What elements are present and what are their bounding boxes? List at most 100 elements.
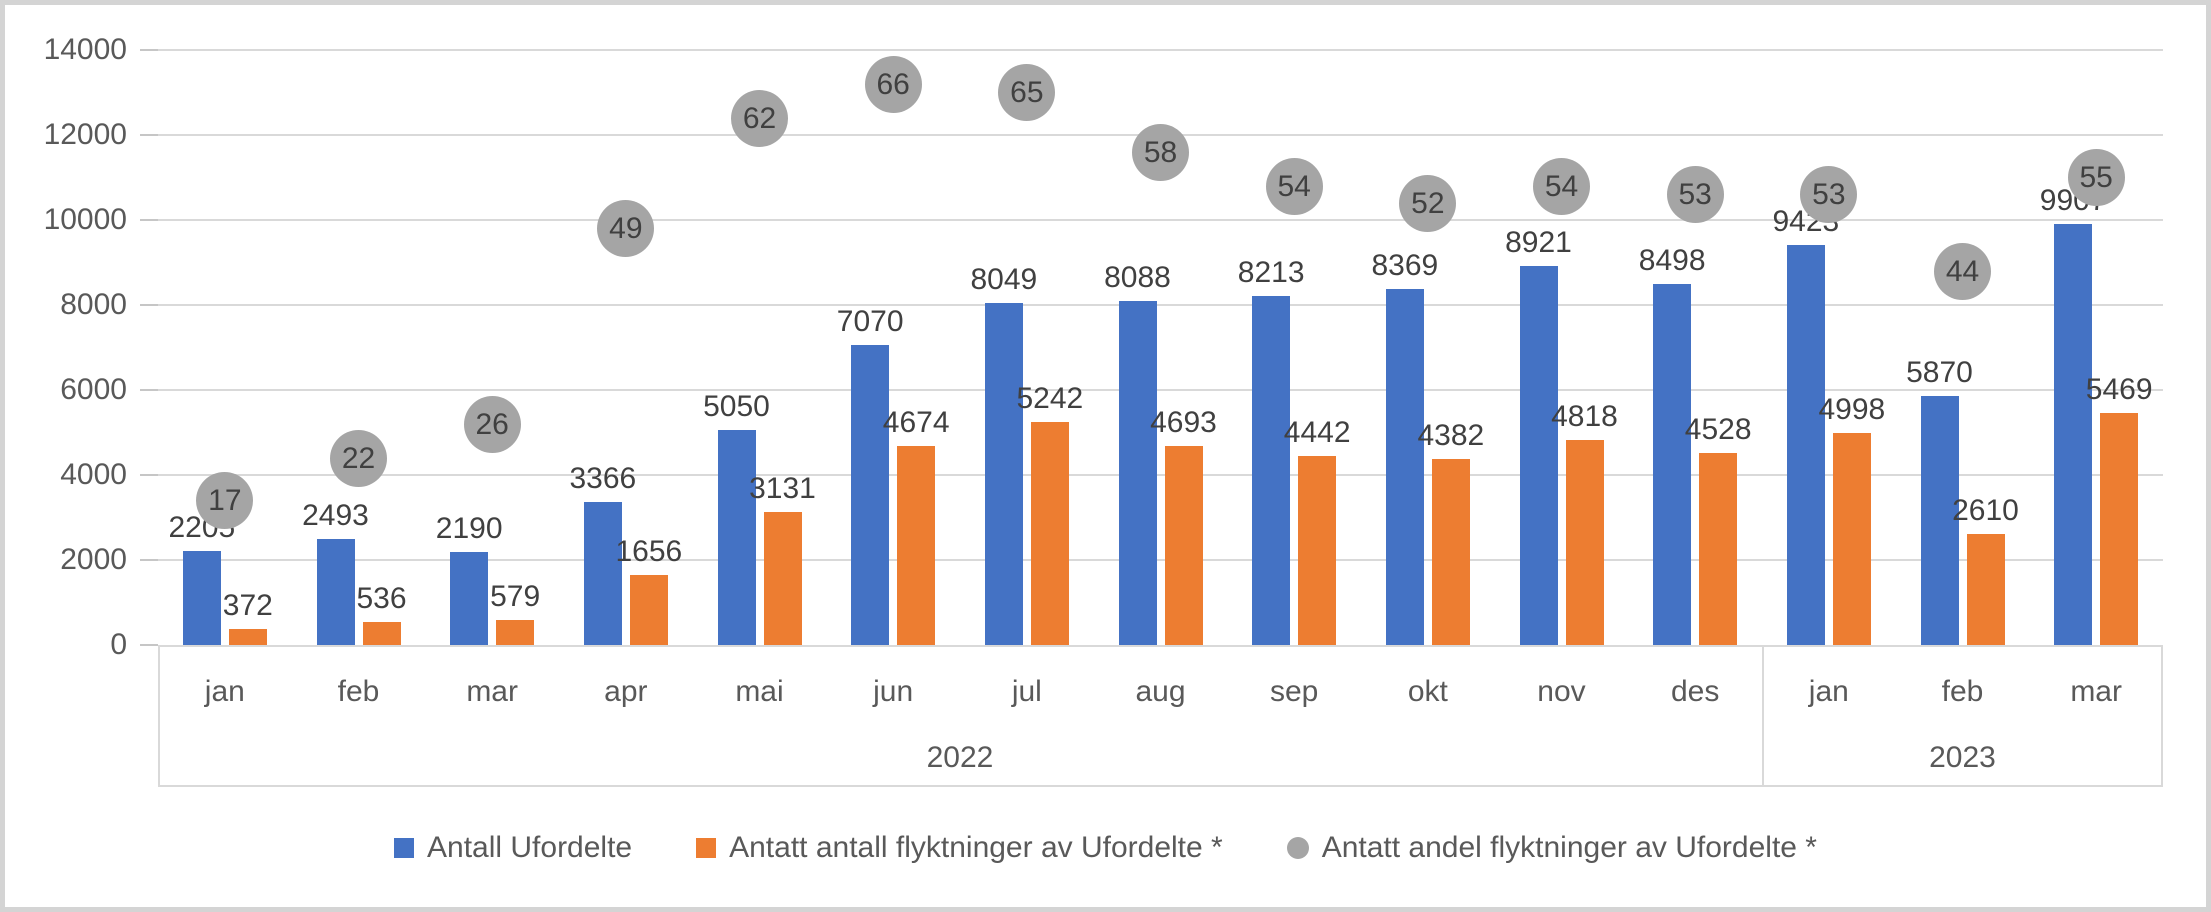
bar-antall-ufordelte — [1786, 244, 1825, 645]
bar-antall-ufordelte — [1385, 289, 1424, 645]
legend-square-swatch — [696, 838, 717, 858]
bar-value-label: 4528 — [1684, 412, 1752, 446]
bar-value-label: 2493 — [302, 499, 369, 533]
bar-value-label: 3131 — [749, 471, 816, 505]
bubble-andel-flyktninger: 49 — [597, 200, 655, 257]
x-axis-month-label: feb — [337, 675, 380, 708]
bar-antall-ufordelte — [1519, 265, 1558, 645]
chart-legend: Antall Ufordelte Antatt antall flyktninge… — [0, 826, 2211, 870]
bubble-andel-flyktninger: 62 — [731, 89, 788, 147]
bar-antatt-antall-flyktninger — [629, 574, 668, 645]
bar-antall-ufordelte — [2054, 223, 2093, 645]
y-axis-tick — [140, 219, 158, 221]
bar-antatt-antall-flyktninger — [362, 622, 401, 645]
x-axis-month-label: jan — [1808, 675, 1849, 708]
x-axis-month-label: jun — [873, 675, 914, 708]
y-axis-tick-label: 14000 — [43, 33, 127, 66]
bar-value-label: 8213 — [1237, 255, 1305, 289]
bubble-andel-flyktninger: 53 — [1800, 166, 1858, 223]
bar-value-label: 4674 — [882, 406, 950, 440]
bar-antall-ufordelte — [1653, 283, 1692, 645]
y-axis-tick — [140, 474, 158, 476]
bar-antall-ufordelte — [984, 302, 1023, 645]
x-axis-month-label: jul — [1011, 675, 1042, 708]
bubble-andel-flyktninger: 44 — [1934, 242, 1991, 300]
y-axis-tick — [140, 559, 158, 561]
x-axis-month-label: jan — [204, 675, 245, 708]
bar-antatt-antall-flyktninger — [496, 620, 535, 645]
x-axis-month-label: okt — [1407, 675, 1448, 708]
bar-value-label: 5242 — [1016, 382, 1084, 416]
bubble-andel-flyktninger: 54 — [1265, 157, 1323, 215]
y-axis-tick-label: 8000 — [60, 288, 127, 321]
bar-value-label: 4818 — [1551, 400, 1618, 434]
bar-antatt-antall-flyktninger — [1030, 422, 1069, 645]
bar-value-label: 8088 — [1104, 261, 1171, 295]
bar-antatt-antall-flyktninger — [1832, 432, 1871, 645]
bar-antatt-antall-flyktninger — [1164, 445, 1203, 645]
bar-value-label: 2610 — [1952, 494, 2019, 528]
bar-antatt-antall-flyktninger — [763, 511, 802, 645]
legend-square-swatch — [394, 838, 414, 858]
x-axis-month-label: mar — [2070, 675, 2122, 708]
y-axis-tick — [140, 134, 158, 136]
x-axis-month-label: aug — [1135, 675, 1186, 708]
bar-value-label: 8049 — [970, 262, 1038, 296]
bar-value-label: 5469 — [2085, 372, 2153, 406]
y-axis-tick-label: 2000 — [60, 543, 127, 576]
bar-antall-ufordelte — [316, 539, 355, 645]
y-axis-tick — [140, 389, 158, 391]
bar-antatt-antall-flyktninger — [897, 446, 936, 645]
bubble-andel-flyktninger: 55 — [2067, 149, 2125, 206]
bar-value-label: 5870 — [1906, 355, 1973, 389]
legend-item: Antatt andel flyktninger av Ufordelte * — [1286, 831, 1817, 865]
x-axis-month-label: mai — [735, 675, 784, 708]
legend-circle-swatch — [1286, 837, 1309, 859]
bar-antall-ufordelte — [1118, 301, 1157, 645]
y-axis-tick-label: 12000 — [43, 118, 127, 151]
bar-antall-ufordelte — [450, 551, 489, 645]
bar-antall-ufordelte — [583, 501, 622, 645]
y-axis-tick-label: 4000 — [60, 458, 127, 491]
bar-antall-ufordelte — [1920, 395, 1959, 645]
x-axis-month-label: apr — [604, 675, 648, 708]
bar-antatt-antall-flyktninger — [1431, 458, 1470, 645]
bar-antatt-antall-flyktninger — [228, 629, 267, 645]
bar-value-label: 3366 — [569, 461, 637, 495]
x-axis-year-label: 2022 — [926, 741, 994, 774]
gridline — [158, 389, 2163, 391]
y-axis-tick — [140, 304, 158, 306]
legend-item: Antall Ufordelte — [394, 831, 632, 865]
bar-value-label: 4693 — [1150, 405, 1217, 439]
bar-value-label: 372 — [222, 589, 273, 623]
gridline — [158, 219, 2163, 221]
bar-value-label: 2190 — [435, 511, 503, 545]
bar-antatt-antall-flyktninger — [1699, 452, 1738, 645]
y-axis-tick-label: 6000 — [60, 373, 127, 406]
x-axis-year-label: 2023 — [1929, 741, 1996, 774]
bar-value-label: 7070 — [836, 304, 904, 338]
bar-antatt-antall-flyktninger — [1966, 534, 2005, 645]
y-axis-tick-label: 0 — [110, 628, 127, 661]
x-axis-month-label: sep — [1269, 675, 1319, 708]
bubble-andel-flyktninger: 66 — [864, 55, 922, 113]
x-axis-month-label: mar — [466, 675, 518, 708]
gridline — [158, 49, 2163, 51]
bubble-andel-flyktninger: 22 — [330, 429, 387, 487]
bubble-andel-flyktninger: 17 — [196, 472, 254, 529]
y-axis-tick — [140, 644, 158, 646]
bar-value-label: 5050 — [703, 390, 770, 424]
x-axis-box: jan feb mar apr mai jun jul aug sep okt nov des jan f… — [158, 645, 2163, 787]
legend-label: Antall Ufordelte — [427, 831, 633, 864]
bar-antatt-antall-flyktninger — [2100, 412, 2139, 645]
y-axis-tick — [140, 49, 158, 51]
x-axis-month-label: feb — [1941, 675, 1984, 708]
legend-label: Antatt andel flyktninger av Ufordelte * — [1321, 831, 1817, 864]
year-group-divider — [1762, 647, 1764, 785]
bar-antall-ufordelte — [182, 551, 221, 645]
bar-value-label: 4442 — [1283, 416, 1351, 450]
bubble-andel-flyktninger: 26 — [463, 395, 521, 453]
bar-value-label: 4382 — [1417, 418, 1485, 452]
legend-item: Antatt antall flyktninger av Ufordelte * — [696, 831, 1223, 865]
